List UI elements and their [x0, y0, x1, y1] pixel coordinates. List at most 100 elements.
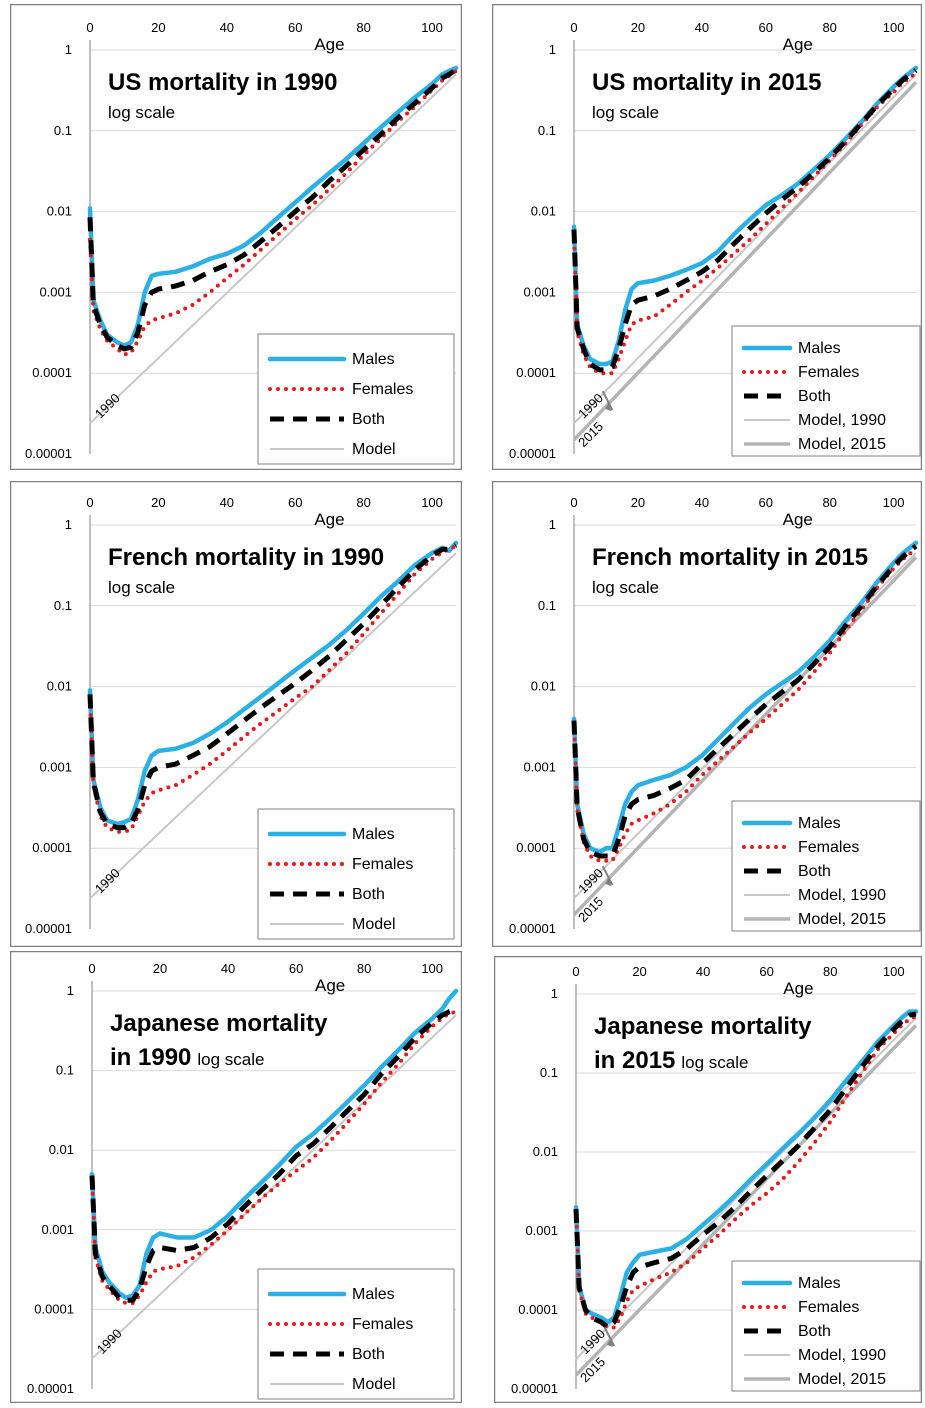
- chart-svg: 1 0.1 0.01 0.001 0.0001 0.00001 0 20 40 60 80 100 Ag…: [9, 3, 463, 471]
- y-tick-label: 0.01: [531, 679, 556, 694]
- legend-box: [257, 808, 455, 940]
- legend-label-model2015: Model, 2015: [798, 436, 886, 453]
- y-tick-label: 0.00001: [509, 921, 556, 936]
- x-tick-label: 100: [883, 495, 905, 510]
- chart-title-line: French mortality in 1990: [108, 544, 384, 571]
- legend-label-males: Males: [798, 815, 841, 832]
- y-tick-label: 0.01: [47, 679, 72, 694]
- legend-label-males: Males: [352, 351, 395, 368]
- series-line-model-1990: [573, 73, 917, 424]
- shift-arrow: [601, 390, 614, 411]
- legend-box: [257, 333, 455, 465]
- y-tick-label: 0.01: [533, 1144, 558, 1159]
- x-axis-title: Age: [314, 35, 344, 54]
- y-tick-label: 0.001: [39, 284, 72, 299]
- x-tick-label: 100: [883, 20, 905, 35]
- chart-panel-5: 1 0.1 0.01 0.001 0.0001 0.00001 0 20 40 60 80 100 Ag…: [9, 950, 463, 1408]
- x-tick-label: 100: [421, 961, 443, 976]
- series-line-model-2015: [572, 80, 918, 442]
- y-tick-label: 0.0001: [32, 365, 72, 380]
- y-tick-label: 0.0001: [516, 365, 556, 380]
- x-tick-label: 100: [883, 964, 905, 979]
- x-tick-label: 80: [356, 20, 370, 35]
- series-line-males: [571, 540, 919, 855]
- chart-panel-6: 1 0.1 0.01 0.001 0.0001 0.00001 0 20 40 60 80 100 Ag…: [493, 955, 923, 1408]
- chart-panel-2: 1 0.1 0.01 0.001 0.0001 0.00001 0 20 40 60 80 100 Ag…: [491, 3, 923, 475]
- x-tick-label: 60: [759, 964, 773, 979]
- y-tick-label: 0.0001: [34, 1301, 74, 1316]
- y-tick-label: 0.00001: [511, 1381, 558, 1396]
- x-tick-label: 60: [289, 961, 303, 976]
- x-tick-label: 20: [631, 20, 645, 35]
- y-tick-label: 0.01: [47, 204, 72, 219]
- series-line-females: [572, 70, 918, 376]
- y-tick-label: 0.00001: [25, 446, 72, 461]
- chart-title-line: Japanese mortality: [594, 1013, 812, 1040]
- series-line-both: [573, 1011, 917, 1330]
- chart-subtitle: log scale: [108, 578, 175, 597]
- x-axis-title: Age: [783, 35, 813, 54]
- y-tick-label: 1: [65, 42, 72, 57]
- arrow-head-icon: [605, 878, 612, 887]
- series-line-model: [91, 1014, 457, 1360]
- y-tick-label: 1: [65, 517, 72, 532]
- chart-svg: 1 0.1 0.01 0.001 0.0001 0.00001 0 20 40 60 80 100 Ag…: [9, 950, 463, 1404]
- legend: Males Females Both Model: [257, 1268, 455, 1400]
- legend-label-both: Both: [352, 886, 385, 903]
- x-tick-label: 0: [86, 20, 93, 35]
- series-line-males: [87, 540, 459, 827]
- x-tick-label: 100: [421, 495, 443, 510]
- y-tick-label: 1: [67, 983, 74, 998]
- x-tick-label: 80: [356, 495, 370, 510]
- legend-label-both: Both: [352, 411, 385, 428]
- x-tick-label: 20: [153, 961, 167, 976]
- series-line-males: [573, 1009, 919, 1325]
- legend-label-both: Both: [352, 1346, 385, 1363]
- chart-panel-1: 1 0.1 0.01 0.001 0.0001 0.00001 0 20 40 60 80 100 Ag…: [9, 3, 463, 475]
- y-tick-label: 1: [549, 517, 556, 532]
- chart-title-line: US mortality in 1990: [108, 69, 337, 96]
- series-line-both: [87, 543, 458, 831]
- legend-box: [257, 1268, 455, 1400]
- x-tick-label: 60: [759, 495, 773, 510]
- legend-label-females: Females: [798, 364, 859, 381]
- series-line-females: [88, 69, 458, 357]
- x-tick-label: 20: [631, 495, 645, 510]
- arrow-head-icon: [605, 403, 612, 412]
- y-tick-label: 0.1: [56, 1063, 74, 1078]
- y-tick-label: 0.01: [49, 1142, 74, 1157]
- legend: Males Females Both Model, 1990 Model, 2015: [731, 325, 921, 457]
- legend-box: [731, 325, 921, 457]
- x-tick-label: 60: [759, 20, 773, 35]
- x-tick-label: 40: [220, 495, 234, 510]
- legend-label-females: Females: [798, 1299, 859, 1316]
- series-line-females: [572, 547, 918, 863]
- legend-label-both: Both: [798, 388, 831, 405]
- legend-label-model: Model: [352, 1376, 396, 1393]
- legend: Males Females Both Model, 1990 Model, 2015: [731, 1260, 921, 1392]
- x-tick-label: 100: [421, 20, 443, 35]
- x-tick-label: 80: [357, 961, 371, 976]
- y-tick-label: 0.1: [540, 1065, 558, 1080]
- y-tick-label: 0.1: [538, 123, 556, 138]
- x-tick-label: 60: [288, 20, 302, 35]
- x-tick-label: 20: [151, 20, 165, 35]
- legend-label-model1990: Model, 1990: [798, 1347, 886, 1364]
- chart-panel-4: 1 0.1 0.01 0.001 0.0001 0.00001 0 20 40 60 80 100 Ag…: [491, 480, 923, 952]
- x-tick-label: 40: [695, 20, 709, 35]
- y-tick-label: 0.00001: [27, 1381, 74, 1396]
- chart-subtitle: log scale: [592, 578, 659, 597]
- y-tick-label: 0.001: [525, 1223, 558, 1238]
- chart-svg: 1 0.1 0.01 0.001 0.0001 0.00001 0 20 40 60 80 100 Ag…: [493, 955, 923, 1404]
- legend-label-males: Males: [798, 1275, 841, 1292]
- arrow-head-icon: [607, 1339, 614, 1348]
- legend-label-females: Females: [352, 856, 413, 873]
- x-tick-label: 80: [822, 495, 836, 510]
- x-tick-label: 40: [695, 495, 709, 510]
- y-tick-label: 0.001: [39, 759, 72, 774]
- series-line-males: [87, 65, 459, 348]
- x-tick-label: 80: [822, 20, 836, 35]
- shift-arrow: [603, 1327, 616, 1347]
- legend-label-model: Model: [352, 916, 396, 933]
- legend-label-model2015: Model, 2015: [798, 911, 886, 928]
